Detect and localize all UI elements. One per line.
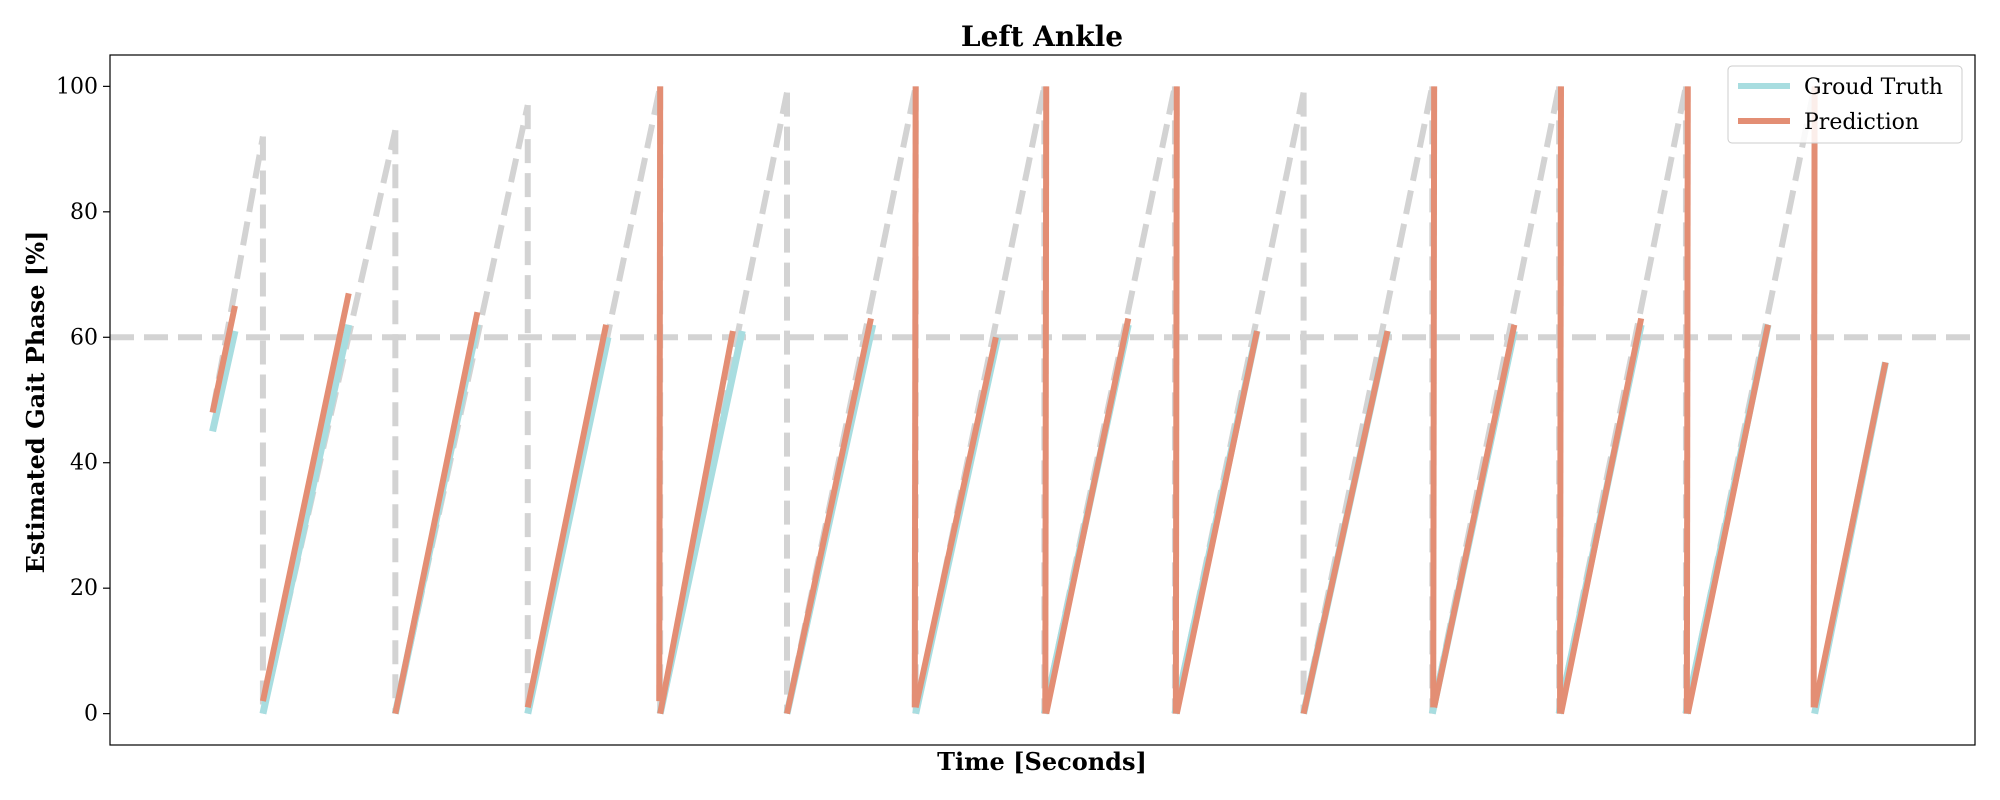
chart-title: Left Ankle xyxy=(961,20,1123,53)
plot-area xyxy=(110,85,1975,715)
prediction-segment-19 xyxy=(1684,324,1771,715)
prediction-segment-2 xyxy=(392,311,481,715)
x-axis-label: Time [Seconds] xyxy=(937,747,1147,776)
prediction-segment-4 xyxy=(656,86,664,702)
prediction-segment-17 xyxy=(1558,317,1645,715)
prediction-segment-20 xyxy=(1810,86,1818,708)
prediction-segment-16 xyxy=(1557,86,1564,714)
prediction-segment-5 xyxy=(657,330,736,715)
y-axis-ticks: 0 20 40 60 80 100 xyxy=(56,74,110,727)
legend-label-prediction: Prediction xyxy=(1804,110,1919,135)
prediction-segment-21 xyxy=(1811,361,1889,708)
prediction-segment-7 xyxy=(911,86,919,708)
reference-ramp-1 xyxy=(260,129,399,715)
y-tick-label-100: 100 xyxy=(56,74,98,99)
prediction-segment-15 xyxy=(1431,324,1518,708)
ground-truth-segment-1 xyxy=(259,323,353,715)
prediction-segment-8 xyxy=(912,336,999,708)
plot-frame xyxy=(109,54,1976,746)
prediction-segment-1 xyxy=(259,292,352,702)
prediction-segment-18 xyxy=(1683,86,1691,714)
y-tick-label-60: 60 xyxy=(70,325,98,350)
y-tick-label-20: 20 xyxy=(70,576,98,601)
y-tick-label-40: 40 xyxy=(70,451,98,476)
legend-label-ground-truth: Groud Truth xyxy=(1804,75,1943,100)
y-tick-label-0: 0 xyxy=(84,702,98,727)
prediction-segment-6 xyxy=(784,317,874,715)
prediction-segment-0 xyxy=(209,305,238,414)
prediction-segment-10 xyxy=(1043,317,1132,715)
y-tick-label-80: 80 xyxy=(70,200,98,225)
ground-truth-segment-0 xyxy=(209,330,239,433)
prediction-segment-9 xyxy=(1042,86,1050,714)
prediction-segment-12 xyxy=(1173,330,1260,715)
prediction-segment-11 xyxy=(1172,86,1180,714)
prediction-segment-3 xyxy=(524,324,610,708)
legend: Groud Truth Prediction xyxy=(1727,65,1963,144)
y-axis-label: Estimated Gait Phase [%] xyxy=(21,231,50,574)
prediction-segment-13 xyxy=(1300,330,1391,715)
prediction-segment-14 xyxy=(1430,86,1438,708)
